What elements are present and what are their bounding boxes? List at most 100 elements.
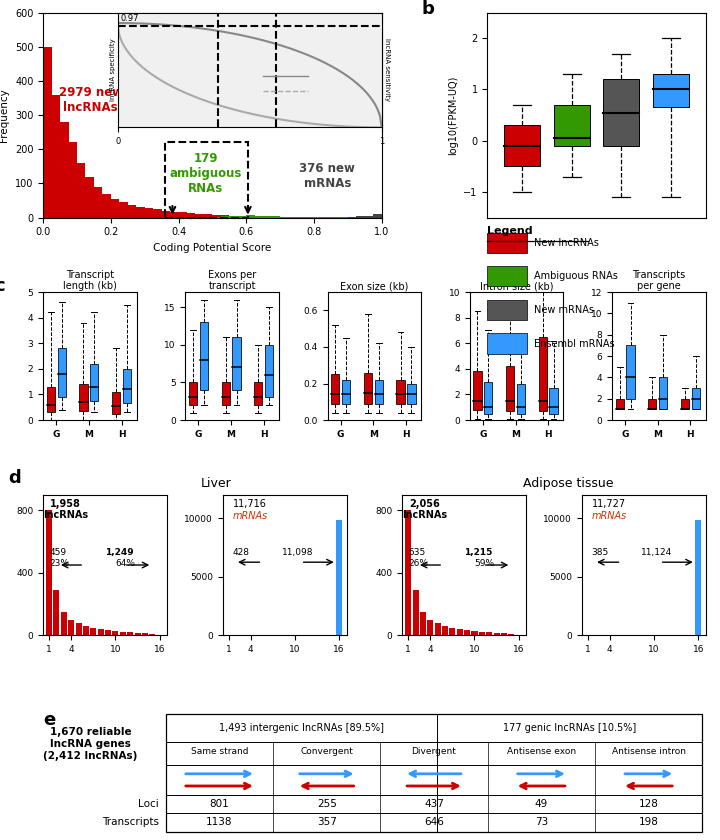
- Text: 1138: 1138: [206, 817, 233, 827]
- Bar: [221, 215, 229, 218]
- Bar: [280, 217, 289, 218]
- Bar: [161, 211, 170, 218]
- Bar: [153, 209, 161, 218]
- Bar: [442, 626, 448, 635]
- FancyBboxPatch shape: [342, 380, 350, 404]
- Text: 535: 535: [408, 549, 426, 557]
- Bar: [238, 216, 246, 218]
- Text: 128: 128: [639, 799, 659, 809]
- Bar: [464, 630, 470, 635]
- Text: Legend: Legend: [487, 226, 533, 236]
- Title: Transcript
length (kb): Transcript length (kb): [63, 270, 117, 291]
- Bar: [373, 214, 382, 218]
- FancyBboxPatch shape: [47, 386, 55, 412]
- FancyBboxPatch shape: [90, 364, 99, 401]
- Bar: [221, 216, 229, 218]
- FancyBboxPatch shape: [79, 384, 88, 411]
- Text: 11,098: 11,098: [282, 549, 314, 557]
- Text: Loci: Loci: [138, 799, 159, 809]
- Bar: [120, 202, 127, 218]
- Y-axis label: Frequency: Frequency: [0, 88, 9, 142]
- Text: Ensembl mRNAs: Ensembl mRNAs: [534, 339, 615, 349]
- Bar: [77, 163, 86, 218]
- FancyBboxPatch shape: [408, 384, 415, 404]
- Y-axis label: log10(FPKM-UQ): log10(FPKM-UQ): [448, 76, 458, 155]
- FancyBboxPatch shape: [648, 399, 657, 409]
- Text: 1,493 intergenic lncRNAs [89.5%]: 1,493 intergenic lncRNAs [89.5%]: [219, 722, 384, 732]
- Bar: [364, 216, 373, 218]
- Bar: [195, 214, 204, 218]
- Bar: [246, 216, 255, 218]
- Bar: [68, 143, 77, 218]
- FancyBboxPatch shape: [374, 380, 383, 404]
- Text: 11,716: 11,716: [233, 499, 266, 509]
- Bar: [212, 217, 221, 218]
- Bar: [212, 215, 221, 218]
- Text: 1,249: 1,249: [105, 549, 134, 557]
- Bar: [271, 217, 280, 218]
- FancyBboxPatch shape: [603, 79, 639, 146]
- Text: Ambiguous RNAs: Ambiguous RNAs: [534, 271, 618, 281]
- Bar: [136, 207, 145, 218]
- Title: Exons per
transcript: Exons per transcript: [208, 270, 256, 291]
- Bar: [187, 213, 195, 218]
- Bar: [135, 633, 140, 635]
- Bar: [263, 216, 271, 218]
- Text: Same strand: Same strand: [191, 748, 248, 756]
- Text: mRNAs: mRNAs: [233, 512, 268, 522]
- Bar: [255, 216, 263, 218]
- FancyBboxPatch shape: [112, 392, 120, 413]
- Text: 2,056
lncRNAs: 2,056 lncRNAs: [402, 499, 447, 521]
- FancyBboxPatch shape: [123, 369, 131, 403]
- Text: d: d: [9, 470, 22, 487]
- Text: 385: 385: [592, 549, 609, 557]
- FancyBboxPatch shape: [549, 388, 558, 413]
- Bar: [179, 213, 187, 218]
- Text: 11,124: 11,124: [642, 549, 672, 557]
- FancyBboxPatch shape: [517, 384, 525, 413]
- Text: 428: 428: [233, 549, 250, 557]
- X-axis label: Coding Potential Score: Coding Potential Score: [153, 243, 271, 253]
- Bar: [170, 212, 179, 218]
- Bar: [90, 627, 96, 635]
- Bar: [420, 612, 426, 635]
- Text: 179
ambiguous
RNAs: 179 ambiguous RNAs: [169, 152, 242, 195]
- Bar: [94, 186, 102, 218]
- FancyBboxPatch shape: [254, 382, 262, 405]
- Title: Exon size (kb): Exon size (kb): [341, 281, 408, 291]
- Text: 177 genic lncRNAs [10.5%]: 177 genic lncRNAs [10.5%]: [503, 722, 636, 732]
- Text: 1,958
lncRNAs: 1,958 lncRNAs: [43, 499, 88, 521]
- FancyBboxPatch shape: [397, 380, 405, 404]
- Bar: [413, 590, 418, 635]
- Bar: [405, 510, 411, 635]
- Text: Liver: Liver: [201, 477, 232, 491]
- Text: mRNAs: mRNAs: [592, 512, 627, 522]
- FancyBboxPatch shape: [484, 381, 492, 413]
- Bar: [508, 633, 514, 635]
- Text: 376 new
mRNAs: 376 new mRNAs: [300, 162, 356, 190]
- Bar: [52, 95, 60, 218]
- Bar: [229, 216, 238, 218]
- Text: 1,215: 1,215: [464, 549, 492, 557]
- Text: 23%: 23%: [50, 559, 69, 569]
- Bar: [68, 620, 74, 635]
- Bar: [149, 633, 156, 635]
- Bar: [472, 631, 477, 635]
- Text: 49: 49: [535, 799, 548, 809]
- FancyBboxPatch shape: [331, 375, 339, 404]
- Text: 357: 357: [317, 817, 337, 827]
- Text: 11,727: 11,727: [592, 499, 626, 509]
- FancyBboxPatch shape: [504, 125, 540, 166]
- Text: 198: 198: [639, 817, 659, 827]
- Text: Divergent: Divergent: [412, 748, 456, 756]
- Text: New mRNAs: New mRNAs: [534, 305, 594, 315]
- Text: 801: 801: [210, 799, 229, 809]
- FancyBboxPatch shape: [265, 344, 274, 397]
- Bar: [46, 510, 52, 635]
- Bar: [486, 633, 492, 635]
- Bar: [43, 47, 52, 218]
- FancyBboxPatch shape: [58, 349, 66, 397]
- Title: Transcripts
per gene: Transcripts per gene: [632, 270, 685, 291]
- Text: 2979 new
lncRNAs: 2979 new lncRNAs: [58, 87, 122, 114]
- Bar: [111, 199, 120, 218]
